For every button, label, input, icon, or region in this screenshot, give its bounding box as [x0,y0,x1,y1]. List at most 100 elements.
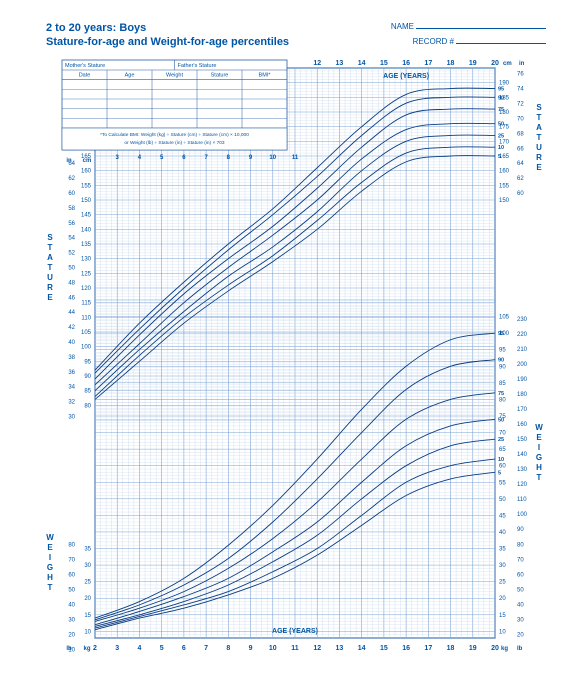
svg-text:110: 110 [517,497,527,503]
svg-text:50: 50 [498,122,504,128]
svg-text:60: 60 [68,191,75,197]
svg-text:85: 85 [84,389,91,395]
svg-text:35: 35 [84,547,91,553]
svg-text:H: H [47,573,53,582]
svg-text:140: 140 [517,452,528,458]
svg-text:T: T [48,583,53,592]
svg-text:T: T [48,243,53,252]
svg-text:95: 95 [498,331,504,337]
svg-text:145: 145 [81,213,92,219]
svg-text:95: 95 [84,359,91,365]
svg-text:cm: cm [503,61,512,67]
svg-text:66: 66 [517,146,524,152]
svg-text:8: 8 [226,645,230,652]
svg-text:BMI*: BMI* [259,73,272,79]
svg-text:20: 20 [499,596,506,602]
svg-text:200: 200 [517,362,528,368]
svg-text:70: 70 [517,116,524,122]
svg-text:70: 70 [499,431,506,437]
svg-text:7: 7 [204,645,208,652]
svg-text:62: 62 [68,176,75,182]
svg-text:34: 34 [68,385,75,391]
svg-text:60: 60 [499,464,506,470]
svg-text:155: 155 [499,183,510,189]
svg-text:E: E [47,543,53,552]
svg-text:AGE (YEARS): AGE (YEARS) [272,628,318,635]
svg-text:64: 64 [517,161,524,167]
svg-text:in: in [66,158,72,164]
svg-text:50: 50 [498,417,504,423]
svg-text:65: 65 [499,447,506,453]
svg-text:17: 17 [424,645,432,652]
svg-text:10: 10 [84,629,91,635]
svg-text:15: 15 [380,645,388,652]
svg-text:180: 180 [517,392,528,398]
svg-text:120: 120 [517,482,528,488]
svg-text:110: 110 [81,315,91,321]
svg-text:10: 10 [269,645,277,652]
svg-text:10: 10 [498,145,504,151]
svg-text:95: 95 [499,348,506,354]
svg-text:30: 30 [68,414,75,420]
svg-text:15: 15 [499,613,506,619]
svg-text:14: 14 [358,60,366,67]
svg-text:160: 160 [517,422,528,428]
svg-text:44: 44 [68,310,75,316]
svg-text:40: 40 [517,602,524,608]
svg-text:80: 80 [68,542,75,548]
svg-text:85: 85 [499,381,506,387]
svg-text:90: 90 [499,364,506,370]
svg-text:5: 5 [160,645,164,652]
svg-text:90: 90 [498,358,504,364]
svg-text:100: 100 [81,345,92,351]
svg-text:H: H [536,463,542,472]
svg-text:R: R [47,283,53,292]
svg-text:35: 35 [499,547,506,553]
svg-text:Weight: Weight [166,73,183,79]
svg-text:6: 6 [182,645,186,652]
svg-text:lb: lb [517,646,523,652]
svg-text:U: U [47,273,53,282]
svg-text:95: 95 [498,87,504,93]
svg-text:30: 30 [517,617,524,623]
svg-text:W: W [46,533,54,542]
growth-chart: 2345678910111212131314141515161617171818… [0,0,580,680]
svg-text:115: 115 [81,301,91,307]
svg-text:105: 105 [81,330,92,336]
svg-text:W: W [535,423,543,432]
svg-text:*To Calculate BMI: Weight (kg): *To Calculate BMI: Weight (kg) ÷ Stature… [100,132,249,138]
svg-text:G: G [536,453,542,462]
svg-text:20: 20 [84,596,91,602]
svg-text:30: 30 [68,617,75,623]
svg-text:kg: kg [83,646,90,652]
svg-text:100: 100 [517,512,528,518]
svg-text:105: 105 [499,315,510,321]
svg-text:in: in [519,61,525,67]
svg-text:72: 72 [517,102,524,108]
svg-text:5: 5 [498,470,501,476]
svg-text:or Weight (lb) ÷ Stature (in): or Weight (lb) ÷ Stature (in) ÷ Stature … [124,140,225,146]
svg-text:75: 75 [498,391,504,397]
svg-text:2: 2 [93,645,97,652]
svg-text:10: 10 [269,155,276,161]
svg-text:13: 13 [336,60,344,67]
svg-text:12: 12 [313,60,321,67]
svg-text:150: 150 [517,437,528,443]
svg-text:Stature: Stature [211,73,229,79]
svg-text:R: R [536,153,542,162]
svg-text:16: 16 [402,60,410,67]
svg-text:Age: Age [125,73,135,79]
svg-text:20: 20 [517,632,524,638]
svg-text:15: 15 [380,60,388,67]
svg-text:AGE (YEARS): AGE (YEARS) [383,73,429,80]
svg-text:50: 50 [517,587,524,593]
svg-text:9: 9 [249,645,253,652]
svg-text:Date: Date [79,73,91,79]
svg-text:19: 19 [469,60,477,67]
svg-text:30: 30 [84,563,91,569]
svg-text:40: 40 [68,340,75,346]
svg-text:T: T [537,133,542,142]
svg-text:16: 16 [402,645,410,652]
svg-text:17: 17 [424,60,432,67]
svg-text:A: A [47,253,53,262]
